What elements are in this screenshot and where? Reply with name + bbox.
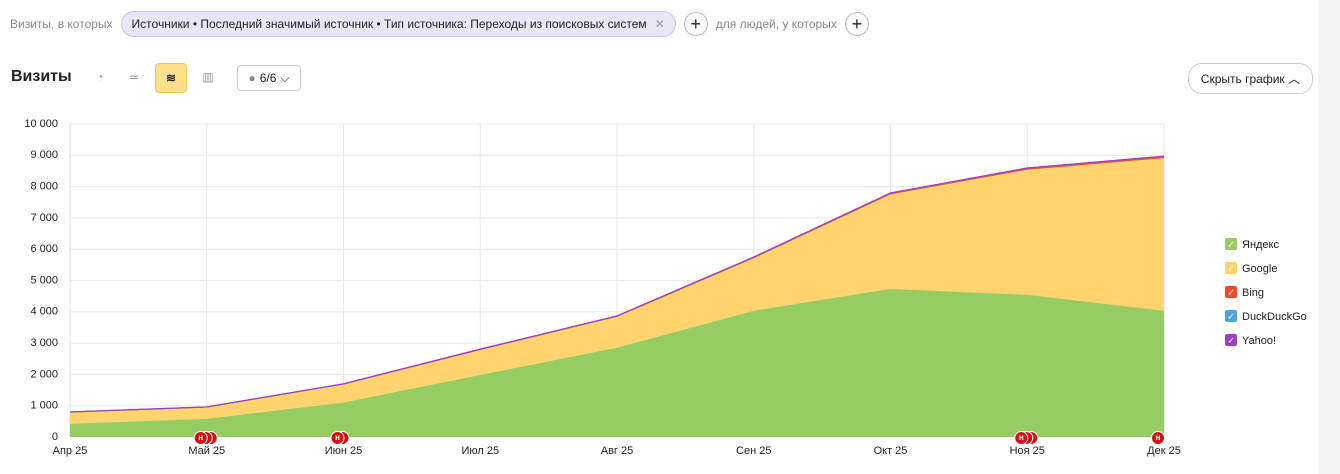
legend-swatch (1225, 334, 1237, 346)
series-count: 6/6 (259, 71, 277, 85)
annotation: н (330, 431, 350, 445)
area (70, 158, 1164, 424)
y-tick-label: 10 000 (24, 118, 58, 130)
legend-check: ✓ (1227, 311, 1235, 321)
legend-check: ✓ (1227, 287, 1235, 297)
x-tick-label: Окт 25 (874, 445, 908, 457)
annotation-label: н (335, 433, 340, 442)
legend-swatch (1225, 262, 1237, 274)
series-select[interactable]: ● 6/6 ⌵ (237, 65, 301, 91)
x-tick-label: Апр 25 (53, 445, 88, 457)
y-tick-label: 0 (52, 431, 58, 443)
pie-button[interactable]: ◔ (96, 70, 104, 84)
filter-bar: Визиты, в которых Источники • Последний … (10, 11, 869, 37)
legend-swatch (1225, 286, 1237, 298)
remove-filter[interactable]: ✕ (654, 17, 665, 31)
annotation-label: н (198, 433, 203, 442)
x-tick-label: Ноя 25 (1010, 445, 1045, 457)
hide-chart-button[interactable]: Скрыть график ︿ (1187, 63, 1313, 94)
y-tick-label: 5 000 (30, 274, 58, 286)
legend-label: Yahoo! (1242, 335, 1276, 347)
annotation-dot (1014, 431, 1029, 445)
annotation-dot (330, 431, 345, 445)
area-button[interactable]: ≋ (155, 63, 187, 93)
legend-swatch (1225, 238, 1237, 250)
y-tick-label: 7 000 (30, 212, 58, 224)
legend-label: Bing (1242, 287, 1264, 299)
y-tick-label: 1 000 (30, 400, 58, 412)
x-tick-label: Май 25 (188, 445, 225, 457)
area (70, 288, 1164, 437)
filter-chip[interactable]: Источники • Последний значимый источник … (120, 11, 676, 37)
legend-label: DuckDuckGo (1242, 311, 1307, 323)
y-tick-label: 3 000 (30, 337, 58, 349)
filter-prefix: Визиты, в которых (10, 17, 113, 31)
y-tick-label: 8 000 (30, 181, 58, 193)
annotation: н (193, 431, 218, 445)
legend-label: Яндекс (1242, 239, 1279, 251)
line-button[interactable]: ≃ (128, 70, 140, 84)
y-tick-label: 6 000 (30, 243, 58, 255)
annotation-dot (1151, 431, 1165, 445)
x-tick-label: Июл 25 (461, 445, 499, 457)
annotation-dot (193, 431, 208, 445)
x-tick-label: Авг 25 (601, 445, 633, 457)
legend-check: ✓ (1227, 335, 1235, 345)
bar-button[interactable]: ▥ (202, 70, 214, 84)
scrollbar (1318, 0, 1340, 474)
area-line (69, 155, 1165, 413)
legend-label: Google (1242, 263, 1277, 275)
add-filter[interactable]: + (683, 12, 708, 36)
x-tick-label: Сен 25 (736, 445, 771, 457)
filter-text: Источники • Последний значимый источник … (131, 17, 647, 31)
annotation: н (1151, 431, 1165, 445)
annotation: н (1014, 431, 1039, 445)
people-label: для людей, у которых (715, 17, 837, 31)
x-tick-label: Июн 25 (325, 445, 363, 457)
y-tick-label: 9 000 (30, 149, 58, 161)
y-tick-label: 2 000 (30, 368, 58, 380)
annotation-label: н (1156, 433, 1161, 442)
legend-swatch (1225, 310, 1237, 322)
annotation-label: н (1019, 433, 1024, 442)
legend-check: ✓ (1227, 239, 1235, 249)
legend-check: ✓ (1227, 263, 1235, 273)
y-tick-label: 4 000 (30, 306, 58, 318)
add-people-filter[interactable]: + (844, 12, 869, 36)
title: Визиты (11, 68, 72, 85)
x-tick-label: Дек 25 (1147, 445, 1181, 457)
hide-chart-text: Скрыть график (1200, 72, 1285, 86)
